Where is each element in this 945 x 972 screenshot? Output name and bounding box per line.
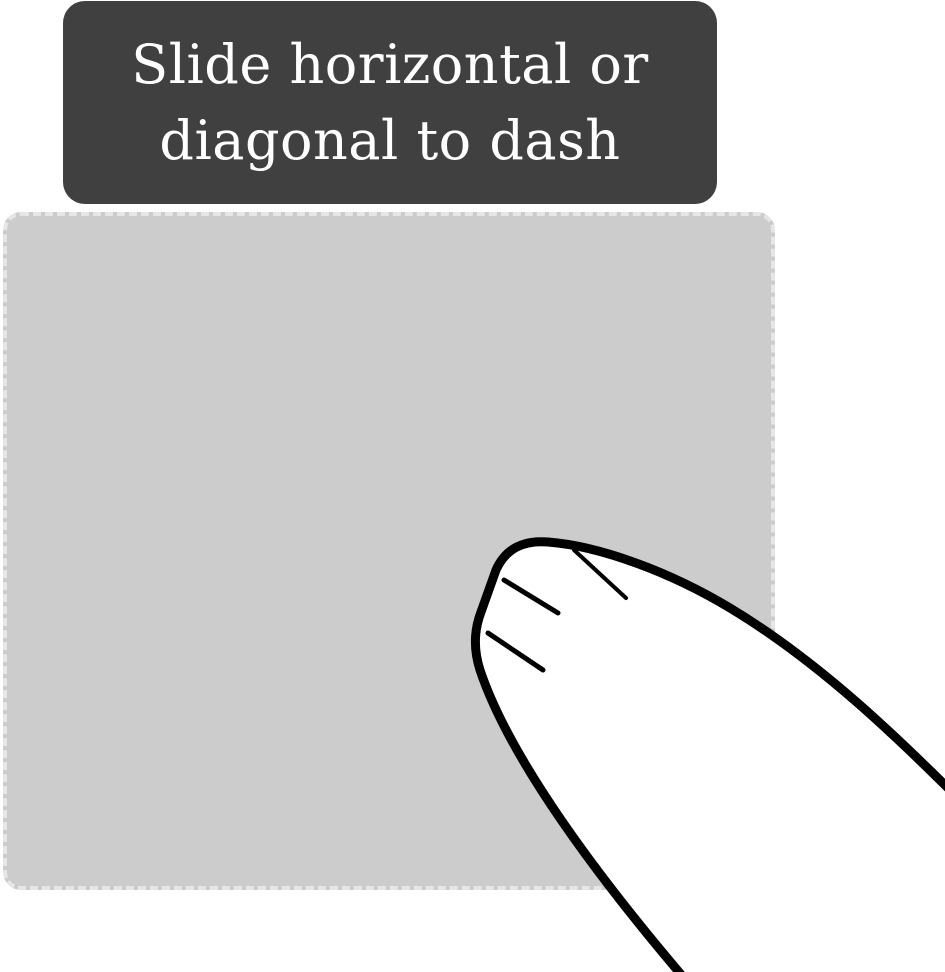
dash-hint-text: Slide horizontal or diagonal to dash: [131, 32, 649, 172]
touch-area[interactable]: [3, 212, 775, 890]
dash-hint-tooltip: Slide horizontal or diagonal to dash: [63, 1, 717, 204]
